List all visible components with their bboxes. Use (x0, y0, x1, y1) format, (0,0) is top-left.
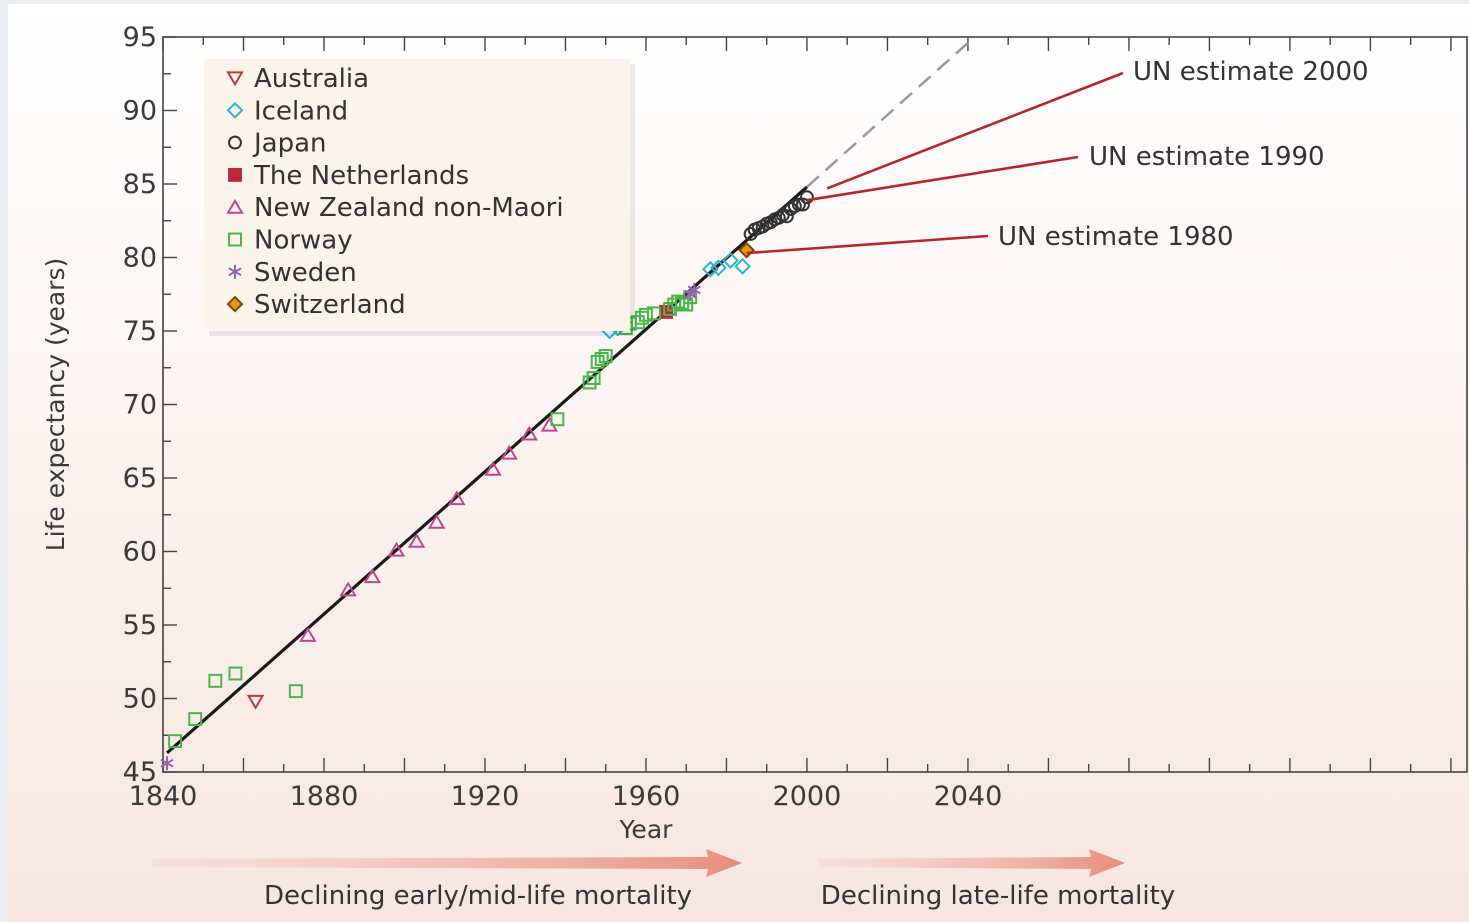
un-estimate-label: UN estimate 2000 (1133, 57, 1369, 87)
data-point-sweden (160, 756, 174, 771)
data-point-japan (791, 197, 806, 212)
data-point-new-zealand-non-maori (520, 425, 538, 441)
x-tick-label: 1920 (451, 781, 520, 812)
data-point-the-netherlands (659, 304, 674, 319)
data-point-new-zealand-non-maori (387, 541, 406, 557)
un-estimate-line (806, 155, 1079, 202)
data-point-iceland (701, 260, 719, 278)
data-point-new-zealand-non-maori (299, 627, 317, 642)
data-point-norway (168, 734, 183, 749)
legend-marker-australia (226, 71, 244, 87)
mortality-arrow-label: Declining late-life mortality (821, 881, 1175, 911)
data-point-australia (246, 694, 265, 710)
data-point-iceland (734, 257, 751, 275)
data-point-norway (288, 684, 303, 699)
data-point-sweden (687, 282, 701, 297)
x-tick-label: 1960 (612, 781, 681, 812)
legend-marker-new-zealand-non-maori (226, 198, 244, 214)
legend-marker-iceland (226, 101, 244, 119)
data-point-norway (598, 349, 613, 363)
data-point-new-zealand-non-maori (339, 581, 357, 597)
data-point-norway (228, 666, 243, 681)
mortality-arrow (152, 849, 742, 877)
trend-extension-dashed (806, 41, 969, 188)
data-point-new-zealand-non-maori (448, 490, 466, 506)
legend-label-switzerland: Switzerland (254, 290, 406, 320)
legend-label-iceland: Iceland (254, 96, 348, 126)
y-tick-label: 75 (123, 316, 157, 347)
x-tick-label: 1840 (129, 781, 198, 812)
un-estimate-label: UN estimate 1990 (1089, 142, 1325, 172)
data-point-norway (582, 375, 597, 390)
data-point-new-zealand-non-maori (427, 513, 446, 529)
data-point-norway (188, 712, 203, 727)
x-tick-label: 1880 (290, 781, 359, 812)
data-point-new-zealand-non-maori (500, 444, 518, 460)
mortality-arrow (818, 849, 1125, 877)
legend-marker-norway (228, 232, 242, 247)
y-tick-label: 50 (123, 684, 157, 715)
legend-marker-japan (228, 135, 242, 150)
data-point-norway (550, 412, 565, 427)
y-tick-label: 85 (123, 169, 157, 200)
data-point-norway (679, 297, 694, 312)
data-point-norway (208, 673, 223, 688)
legend-marker-sweden (228, 264, 242, 279)
trend-line (165, 185, 809, 755)
un-estimate-label: UN estimate 1980 (998, 222, 1234, 252)
data-point-iceland (722, 252, 739, 269)
legend-label-sweden: Sweden (254, 258, 357, 288)
legend-marker-the-netherlands (228, 167, 242, 182)
y-tick-label: 70 (123, 390, 157, 421)
data-point-norway (647, 306, 661, 321)
y-tick-label: 95 (123, 22, 157, 53)
legend-box (204, 59, 630, 331)
y-tick-label: 90 (123, 96, 157, 127)
y-tick-label: 80 (123, 243, 157, 274)
data-point-japan (779, 209, 794, 224)
data-point-norway (586, 371, 601, 385)
data-point-japan (800, 190, 814, 205)
data-point-new-zealand-non-maori (363, 568, 382, 584)
un-estimate-line (746, 234, 989, 255)
x-tick-label: 2040 (934, 781, 1003, 812)
legend-label-the-netherlands: The Netherlands (253, 161, 469, 191)
y-tick-label: 45 (123, 757, 157, 788)
legend-label-new-zealand-non-maori: New Zealand non-Maori (254, 193, 564, 223)
legend-marker-switzerland (226, 295, 244, 313)
mortality-arrow-label: Declining early/mid-life mortality (264, 881, 692, 911)
legend-label-norway: Norway (254, 226, 353, 256)
x-tick-label: 2000 (773, 781, 842, 812)
data-point-norway (639, 307, 653, 322)
y-tick-label: 65 (123, 463, 157, 494)
data-point-new-zealand-non-maori (407, 532, 426, 548)
data-point-norway (630, 315, 645, 330)
data-point-norway (594, 351, 609, 366)
y-axis-title: Life expectancy (years) (41, 258, 70, 552)
legend-label-japan: Japan (252, 129, 327, 159)
data-point-iceland (709, 259, 727, 277)
x-axis-title: Year (618, 815, 673, 844)
y-tick-label: 60 (123, 537, 157, 568)
un-estimate-line (826, 71, 1124, 190)
data-point-japan (795, 197, 810, 212)
data-point-new-zealand-non-maori (484, 460, 502, 476)
y-tick-label: 55 (123, 610, 157, 641)
legend-label-australia: Australia (254, 64, 369, 94)
